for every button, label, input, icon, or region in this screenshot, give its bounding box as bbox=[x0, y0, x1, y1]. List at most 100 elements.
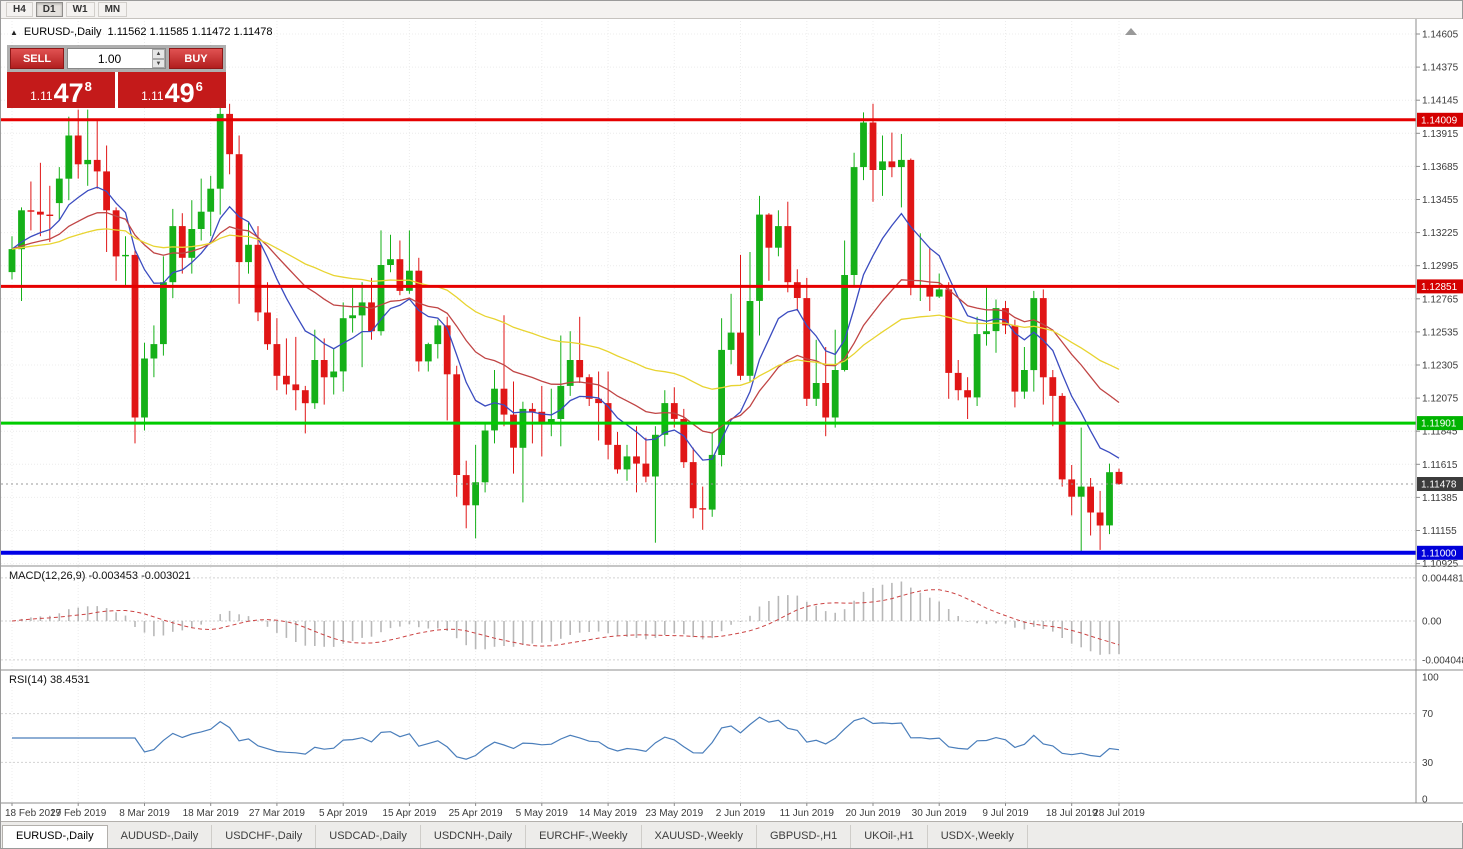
moving-average-line bbox=[11, 228, 1120, 390]
rsi-indicator bbox=[1, 713, 1416, 763]
svg-text:-0.004048: -0.004048 bbox=[1422, 655, 1463, 666]
tab-ukoil-h1[interactable]: UKOil-,H1 bbox=[851, 825, 928, 848]
chart-window: 1.14605 1.14375 1.14145 1.13915 1.13685 1.134… bbox=[1, 19, 1463, 823]
svg-text:25 Apr 2019: 25 Apr 2019 bbox=[449, 808, 503, 819]
svg-text:1.14009: 1.14009 bbox=[1421, 115, 1458, 126]
svg-text:27 Feb 2019: 27 Feb 2019 bbox=[50, 808, 107, 819]
svg-text:1.14605: 1.14605 bbox=[1422, 30, 1459, 41]
svg-text:2 Jun 2019: 2 Jun 2019 bbox=[716, 808, 766, 819]
svg-text:1.11155: 1.11155 bbox=[1422, 526, 1457, 537]
volume-up-button[interactable]: ▲ bbox=[152, 49, 165, 59]
price-chart-canvas[interactable]: 1.14605 1.14375 1.14145 1.13915 1.13685 1.134… bbox=[1, 19, 1463, 823]
svg-text:1.12765: 1.12765 bbox=[1422, 294, 1459, 305]
buy-price-prefix: 1.11 bbox=[141, 89, 164, 103]
svg-text:23 May 2019: 23 May 2019 bbox=[645, 808, 703, 819]
timeframe-d1-button[interactable]: D1 bbox=[35, 2, 63, 17]
current-price-marker: 1.11478 bbox=[1, 477, 1463, 491]
macd-label: MACD(12,26,9) -0.003453 -0.003021 bbox=[9, 570, 191, 582]
svg-text:28 Jul 2019: 28 Jul 2019 bbox=[1093, 808, 1145, 819]
sell-price-pips: 47 bbox=[53, 78, 84, 109]
moving-average-line bbox=[11, 211, 1120, 434]
svg-text:30 Jun 2019: 30 Jun 2019 bbox=[912, 808, 967, 819]
tab-eurchf-weekly[interactable]: EURCHF-,Weekly bbox=[526, 825, 642, 848]
chart-title: ▲ EURUSD-,Daily 1.11562 1.11585 1.11472 … bbox=[10, 26, 273, 38]
svg-text:0.00: 0.00 bbox=[1422, 617, 1442, 628]
tab-gbpusd-h1[interactable]: GBPUSD-,H1 bbox=[757, 825, 852, 848]
chart-symbol-label: EURUSD-,Daily bbox=[23, 26, 102, 38]
sell-button[interactable]: SELL bbox=[10, 48, 64, 69]
sell-price-point: 8 bbox=[84, 79, 92, 94]
svg-text:1.11901: 1.11901 bbox=[1421, 419, 1457, 430]
tab-usdcad-daily[interactable]: USDCAD-,Daily bbox=[316, 825, 421, 848]
volume-down-button[interactable]: ▼ bbox=[152, 58, 165, 68]
svg-text:1.14375: 1.14375 bbox=[1422, 63, 1459, 74]
candlestick-series bbox=[8, 99, 1123, 552]
tab-usdchf-daily[interactable]: USDCHF-,Daily bbox=[212, 825, 317, 848]
tab-usdcnh-daily[interactable]: USDCNH-,Daily bbox=[421, 825, 527, 848]
volume-spinner: ▲ ▼ bbox=[152, 49, 165, 68]
svg-text:27 Mar 2019: 27 Mar 2019 bbox=[249, 808, 306, 819]
svg-text:18 Jul 2019: 18 Jul 2019 bbox=[1046, 808, 1098, 819]
svg-text:1.11385: 1.11385 bbox=[1422, 493, 1458, 504]
buy-price-pips: 49 bbox=[164, 78, 195, 109]
chart-shift-marker-icon bbox=[1125, 28, 1137, 35]
horizontal-level-line: 1.14009 bbox=[1, 112, 1463, 127]
svg-text:14 May 2019: 14 May 2019 bbox=[579, 808, 637, 819]
sell-price-display[interactable]: 1.11 47 8 bbox=[7, 72, 115, 108]
svg-text:0.004481: 0.004481 bbox=[1422, 573, 1463, 584]
svg-text:5 May 2019: 5 May 2019 bbox=[516, 808, 569, 819]
svg-text:1.11845: 1.11845 bbox=[1422, 427, 1458, 438]
tab-eurusd-daily[interactable]: EURUSD-,Daily bbox=[2, 825, 108, 848]
buy-price-point: 6 bbox=[195, 79, 203, 94]
chart-ohlc-values: 1.11562 1.11585 1.11472 1.11478 bbox=[107, 26, 273, 38]
svg-text:100: 100 bbox=[1422, 673, 1439, 684]
buy-price-display[interactable]: 1.11 49 6 bbox=[118, 72, 226, 108]
tab-audusd-daily[interactable]: AUDUSD-,Daily bbox=[108, 825, 213, 848]
one-click-collapse-icon[interactable]: ▲ bbox=[10, 27, 18, 37]
svg-text:1.12305: 1.12305 bbox=[1422, 361, 1459, 372]
macd-indicator bbox=[1, 577, 1416, 661]
horizontal-level-line: 1.12851 bbox=[1, 279, 1463, 294]
volume-input[interactable] bbox=[68, 51, 151, 66]
rsi-label: RSI(14) 38.4531 bbox=[9, 674, 90, 686]
timeframe-toolbar: H4 D1 W1 MN bbox=[1, 1, 1462, 19]
svg-text:1.12535: 1.12535 bbox=[1422, 327, 1459, 338]
buy-button[interactable]: BUY bbox=[169, 48, 223, 69]
tab-usdx-weekly[interactable]: USDX-,Weekly bbox=[928, 825, 1028, 848]
svg-text:9 Jul 2019: 9 Jul 2019 bbox=[982, 808, 1029, 819]
svg-text:0: 0 bbox=[1422, 795, 1428, 806]
sell-price-prefix: 1.11 bbox=[30, 89, 53, 103]
horizontal-level-line: 1.11000 bbox=[1, 545, 1463, 560]
svg-text:18 Mar 2019: 18 Mar 2019 bbox=[183, 808, 240, 819]
svg-text:70: 70 bbox=[1422, 709, 1434, 720]
svg-text:1.13915: 1.13915 bbox=[1422, 129, 1459, 140]
svg-text:1.12075: 1.12075 bbox=[1422, 394, 1459, 405]
one-click-trading-panel: SELL ▲ ▼ BUY 1.11 47 8 1.11 bbox=[7, 45, 226, 108]
horizontal-level-line: 1.11901 bbox=[1, 416, 1463, 431]
svg-text:1.13685: 1.13685 bbox=[1422, 162, 1459, 173]
svg-text:1.12995: 1.12995 bbox=[1422, 261, 1459, 272]
trade-controls-row: SELL ▲ ▼ BUY bbox=[7, 45, 226, 72]
svg-text:1.14145: 1.14145 bbox=[1422, 96, 1459, 107]
svg-text:5 Apr 2019: 5 Apr 2019 bbox=[319, 808, 368, 819]
svg-text:8 Mar 2019: 8 Mar 2019 bbox=[119, 808, 170, 819]
timeframe-mn-button[interactable]: MN bbox=[97, 2, 128, 17]
timeframe-h4-button[interactable]: H4 bbox=[6, 2, 33, 17]
svg-text:1.13455: 1.13455 bbox=[1422, 195, 1459, 206]
svg-text:30: 30 bbox=[1422, 758, 1434, 769]
svg-text:11 Jun 2019: 11 Jun 2019 bbox=[780, 808, 835, 819]
svg-text:1.11000: 1.11000 bbox=[1421, 548, 1457, 559]
svg-text:18 Feb 2019: 18 Feb 2019 bbox=[5, 808, 62, 819]
svg-text:15 Apr 2019: 15 Apr 2019 bbox=[382, 808, 436, 819]
tab-xauusd-weekly[interactable]: XAUUSD-,Weekly bbox=[642, 825, 757, 848]
trade-price-row: 1.11 47 8 1.11 49 6 bbox=[7, 72, 226, 108]
chart-tabs-bar: EURUSD-,Daily AUDUSD-,Daily USDCHF-,Dail… bbox=[1, 821, 1462, 848]
moving-average-line bbox=[11, 186, 1120, 461]
svg-text:20 Jun 2019: 20 Jun 2019 bbox=[845, 808, 900, 819]
volume-field: ▲ ▼ bbox=[67, 48, 166, 69]
svg-text:1.11478: 1.11478 bbox=[1421, 480, 1457, 491]
timeframe-w1-button[interactable]: W1 bbox=[65, 2, 95, 17]
svg-text:1.11615: 1.11615 bbox=[1422, 460, 1458, 471]
svg-text:1.13225: 1.13225 bbox=[1422, 228, 1459, 239]
